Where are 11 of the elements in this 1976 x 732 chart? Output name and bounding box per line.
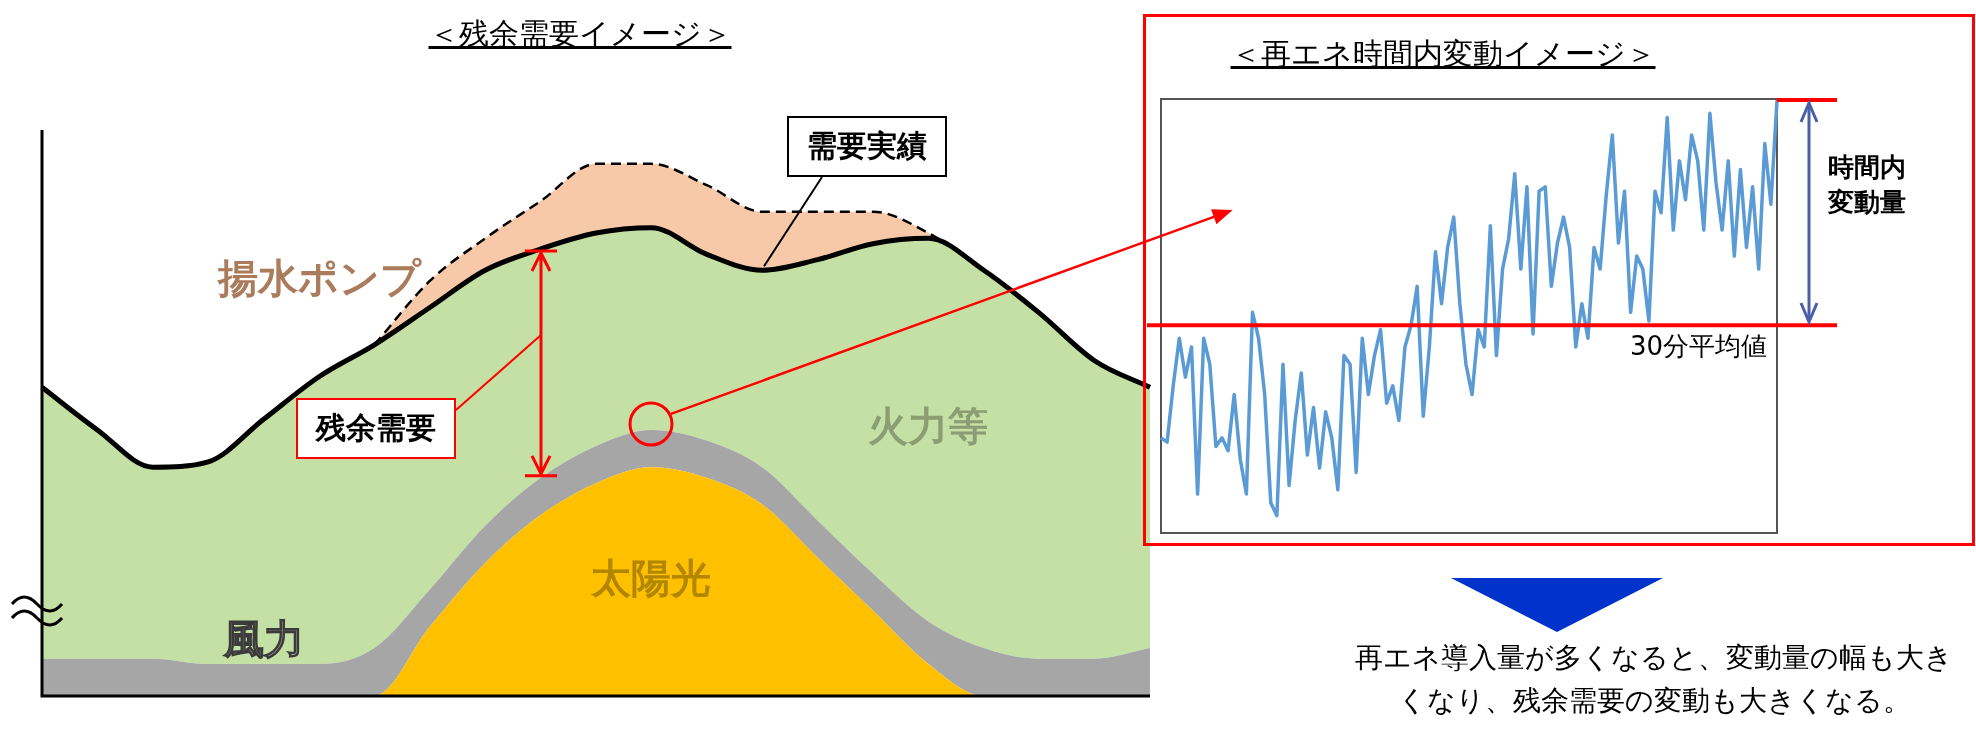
chart-title: ＜再エネ時間内変動イメージ＞ bbox=[1229, 35, 1657, 73]
ref-line-label: 30分平均値 bbox=[1629, 331, 1767, 362]
series-label: 太陽光 bbox=[589, 554, 712, 601]
chart-title: ＜残余需要イメージ＞ bbox=[427, 15, 733, 53]
callout-box: 需要実績 bbox=[787, 116, 948, 177]
callout-box: 残余需要 bbox=[295, 398, 456, 460]
series-label: 火力等 bbox=[868, 403, 989, 450]
text: 時間内変動量 bbox=[1827, 151, 1907, 220]
text: 再エネ導入量が多くなると、変動量の幅も大きくなり、残余需要の変動も大きくなる。 bbox=[1354, 640, 1954, 720]
series-label: 揚水ポンプ bbox=[216, 255, 422, 302]
series-label: 風力 bbox=[222, 616, 304, 663]
